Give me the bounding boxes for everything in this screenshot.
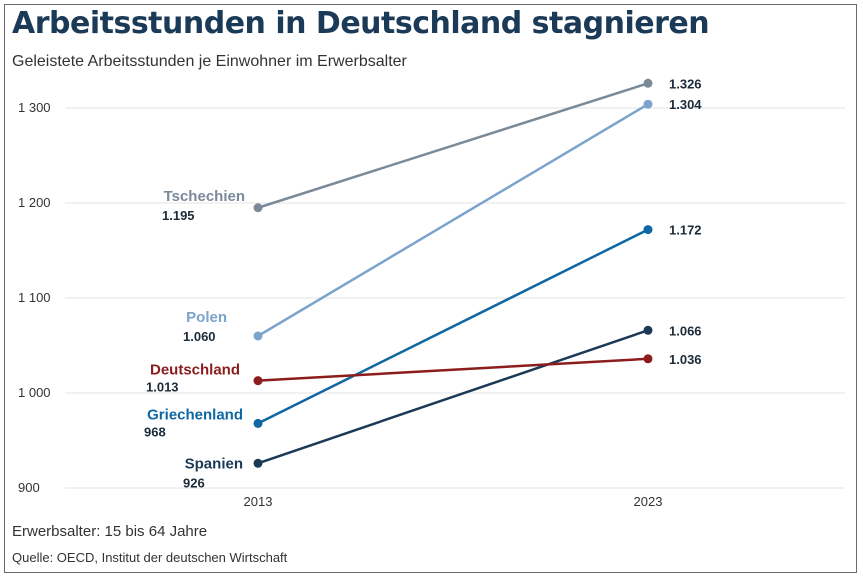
value-label-spanien-2023: 1.066 <box>669 323 702 338</box>
point-spanien-2013 <box>253 458 263 468</box>
point-deutschland-2013 <box>253 376 263 386</box>
series-name-deutschland: Deutschland <box>150 362 240 379</box>
y-tick-label-1200: 1 200 <box>18 195 51 210</box>
value-label-deutschland-2023: 1.036 <box>669 352 702 367</box>
source-note: Quelle: OECD, Institut der deutschen Wir… <box>12 550 288 565</box>
value-label-griechenland-2013: 968 <box>144 424 166 439</box>
value-label-polen-2013: 1.060 <box>183 329 216 344</box>
series-name-polen: Polen <box>186 309 227 326</box>
chart-subtitle: Geleistete Arbeitsstunden je Einwohner i… <box>12 53 407 70</box>
point-griechenland-2013 <box>253 418 263 428</box>
series-name-spanien: Spanien <box>185 455 243 472</box>
series-name-tschechien: Tschechien <box>164 188 245 205</box>
value-label-deutschland-2013: 1.013 <box>146 380 179 395</box>
series-line-tschechien <box>257 82 649 209</box>
series-line-spanien <box>257 329 649 465</box>
chart-frame <box>4 4 857 573</box>
value-label-polen-2023: 1.304 <box>669 97 702 112</box>
point-polen-2023 <box>643 99 653 109</box>
y-tick-label-1300: 1 300 <box>18 100 51 115</box>
chart-title: Arbeitsstunden in Deutschland stagnieren <box>12 6 710 41</box>
point-polen-2013 <box>253 331 263 341</box>
footnote: Erwerbsalter: 15 bis 64 Jahre <box>12 523 208 540</box>
point-spanien-2023 <box>643 325 653 335</box>
series-line-deutschland <box>257 357 649 382</box>
x-tick-label-2013: 2013 <box>244 494 273 509</box>
value-label-griechenland-2023: 1.172 <box>669 223 702 238</box>
value-label-tschechien-2013: 1.195 <box>162 208 195 223</box>
series-name-griechenland: Griechenland <box>147 406 243 423</box>
series-line-griechenland <box>257 228 649 425</box>
value-label-spanien-2013: 926 <box>183 475 205 490</box>
point-tschechien-2013 <box>253 203 263 213</box>
point-deutschland-2023 <box>643 354 653 364</box>
value-label-tschechien-2023: 1.326 <box>669 76 702 91</box>
y-tick-label-1100: 1 100 <box>18 290 51 305</box>
x-tick-label-2023: 2023 <box>634 494 663 509</box>
series-line-polen <box>257 103 649 338</box>
point-griechenland-2023 <box>643 225 653 235</box>
y-tick-label-1000: 1 000 <box>18 385 51 400</box>
point-tschechien-2023 <box>643 78 653 88</box>
y-tick-label-900: 900 <box>18 480 40 495</box>
